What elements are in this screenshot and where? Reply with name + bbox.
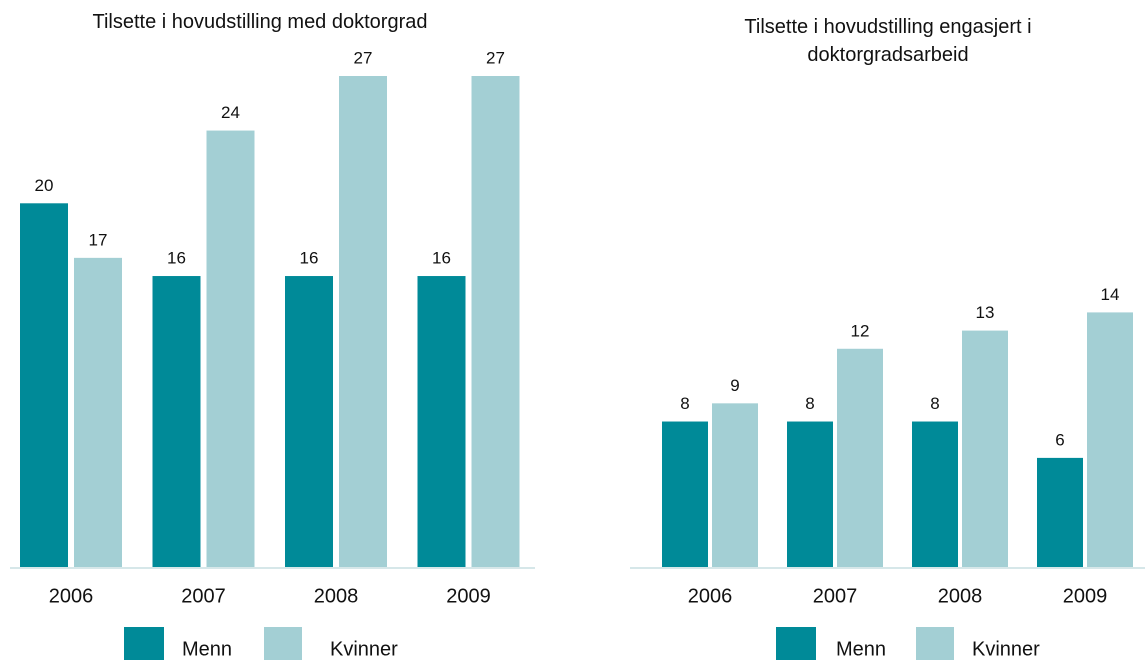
bar (1087, 312, 1133, 567)
data-label: 8 (805, 394, 814, 413)
x-tick-label: 2009 (1063, 585, 1108, 607)
legend-swatch (916, 627, 954, 660)
bar (152, 276, 201, 567)
data-label: 24 (221, 103, 240, 122)
bar (662, 421, 708, 567)
data-label: 14 (1101, 285, 1120, 304)
data-label: 16 (300, 249, 319, 268)
data-label: 16 (432, 249, 451, 268)
data-label: 20 (35, 176, 54, 195)
x-tick-label: 2006 (688, 585, 733, 607)
legend-label: Kvinner (972, 638, 1040, 660)
bar (1037, 457, 1083, 567)
bar (285, 276, 333, 567)
bar (837, 348, 883, 567)
data-label: 17 (89, 230, 108, 249)
x-tick-label: 2007 (813, 585, 858, 607)
x-tick-label: 2008 (938, 585, 983, 607)
legend-label: Menn (836, 638, 886, 660)
data-label: 13 (976, 303, 995, 322)
bar (339, 76, 387, 567)
legend-label: Kvinner (330, 638, 398, 660)
legend-swatch (124, 627, 164, 660)
legend-label: Menn (182, 638, 232, 660)
data-label: 12 (851, 321, 870, 340)
bar (962, 330, 1008, 567)
bar (471, 76, 520, 567)
bar (74, 257, 122, 567)
bar (206, 130, 255, 568)
bar (417, 276, 466, 567)
x-tick-label: 2007 (181, 585, 226, 607)
bar (787, 421, 833, 567)
data-label: 27 (354, 48, 373, 67)
data-label: 6 (1055, 430, 1064, 449)
data-label: 9 (730, 376, 739, 395)
chart-title: Tilsette i hovudstilling engasjert i dok… (744, 16, 1032, 66)
bar (912, 421, 958, 567)
chart-title: Tilsette i hovudstilling med doktorgrad (92, 11, 428, 33)
legend-swatch (264, 627, 302, 660)
data-label: 16 (167, 249, 186, 268)
x-tick-label: 2006 (49, 585, 94, 607)
bar (712, 403, 758, 567)
legend-swatch (776, 627, 816, 660)
data-label: 8 (930, 394, 939, 413)
bar (20, 203, 68, 567)
data-label: 8 (680, 394, 689, 413)
x-tick-label: 2009 (446, 585, 491, 607)
data-label: 27 (486, 48, 505, 67)
x-tick-label: 2008 (314, 585, 359, 607)
